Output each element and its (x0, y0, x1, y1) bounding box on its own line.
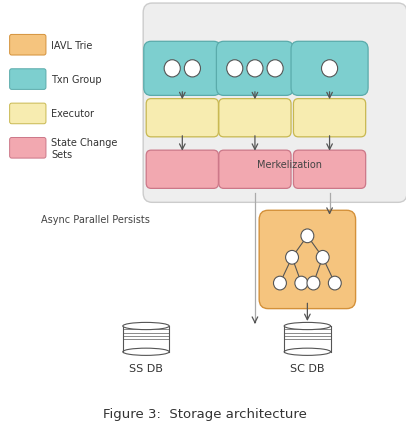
Ellipse shape (284, 349, 330, 355)
FancyBboxPatch shape (10, 69, 46, 90)
Circle shape (184, 61, 200, 78)
FancyBboxPatch shape (10, 104, 46, 125)
FancyBboxPatch shape (294, 99, 366, 138)
FancyBboxPatch shape (219, 151, 291, 189)
FancyBboxPatch shape (291, 42, 368, 96)
Circle shape (164, 61, 180, 78)
Text: SC DB: SC DB (290, 363, 325, 373)
Text: SS DB: SS DB (129, 363, 163, 373)
Circle shape (328, 276, 341, 290)
Ellipse shape (123, 322, 169, 330)
Text: IAVL Trie: IAVL Trie (51, 41, 92, 51)
Text: Executor: Executor (51, 109, 94, 119)
Circle shape (307, 276, 320, 290)
Text: State Change
Sets: State Change Sets (51, 138, 117, 159)
Circle shape (301, 230, 314, 243)
FancyBboxPatch shape (294, 151, 366, 189)
Text: Merkelization: Merkelization (257, 160, 322, 170)
Circle shape (316, 251, 329, 265)
Circle shape (295, 276, 308, 290)
Circle shape (267, 61, 283, 78)
Text: Figure 3:  Storage architecture: Figure 3: Storage architecture (103, 408, 306, 421)
Text: Async Parallel Persists: Async Parallel Persists (41, 214, 150, 224)
Circle shape (321, 61, 338, 78)
FancyBboxPatch shape (144, 42, 221, 96)
FancyBboxPatch shape (10, 138, 46, 159)
FancyBboxPatch shape (10, 35, 46, 56)
Ellipse shape (284, 322, 330, 330)
Circle shape (285, 251, 299, 265)
Polygon shape (123, 326, 169, 352)
Circle shape (247, 61, 263, 78)
Circle shape (274, 276, 286, 290)
Ellipse shape (123, 349, 169, 355)
FancyBboxPatch shape (259, 211, 355, 309)
FancyBboxPatch shape (143, 4, 407, 203)
FancyBboxPatch shape (146, 151, 218, 189)
FancyBboxPatch shape (219, 99, 291, 138)
Circle shape (227, 61, 243, 78)
Polygon shape (284, 326, 330, 352)
Text: Txn Group: Txn Group (51, 75, 102, 85)
FancyBboxPatch shape (146, 99, 218, 138)
FancyBboxPatch shape (216, 42, 294, 96)
